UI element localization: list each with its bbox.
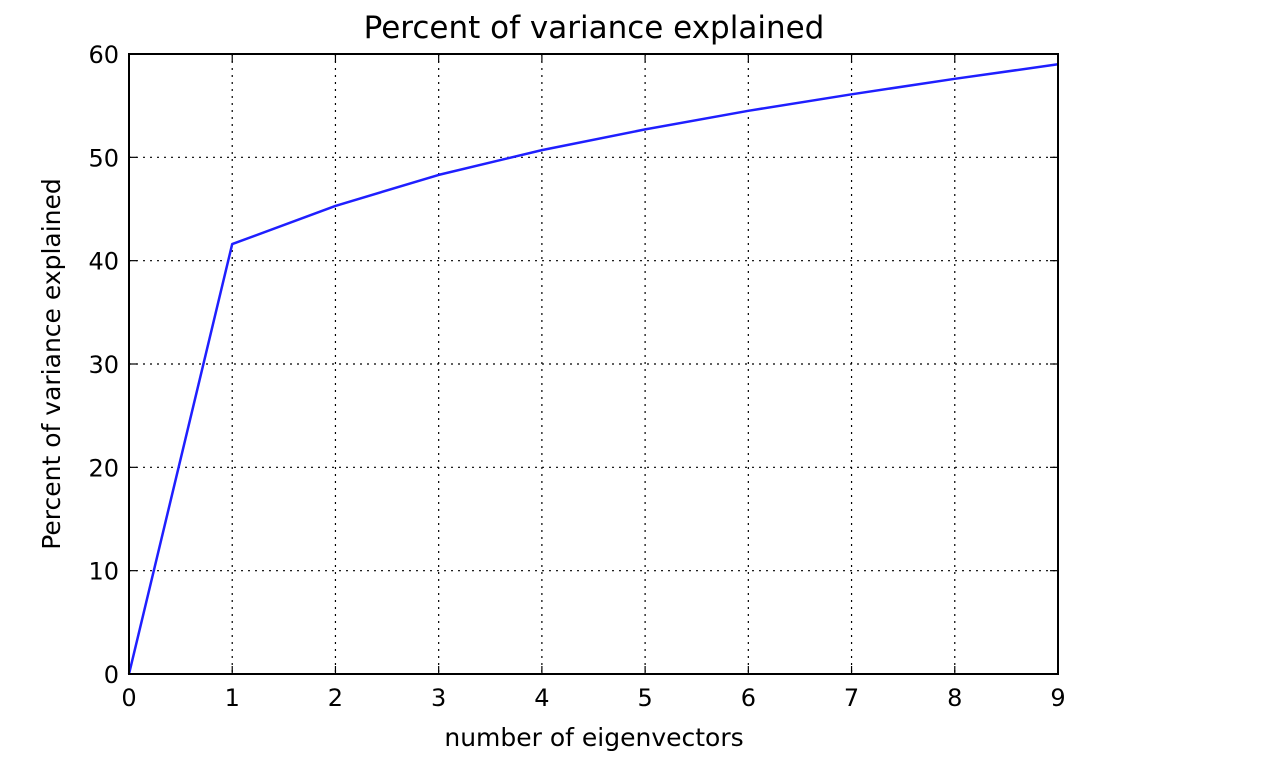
x-tick-label: 0 xyxy=(121,684,136,712)
x-tick-label: 3 xyxy=(431,684,446,712)
x-tick-label: 6 xyxy=(741,684,756,712)
y-tick-label: 0 xyxy=(104,661,119,689)
x-tick-label: 9 xyxy=(1050,684,1065,712)
x-tick-label: 8 xyxy=(947,684,962,712)
x-tick-label: 4 xyxy=(534,684,549,712)
series-group xyxy=(127,63,1059,675)
y-tick-label: 40 xyxy=(88,248,119,276)
grid xyxy=(128,53,1059,675)
tick-labels: 0 1 2 3 4 5 6 7 8 9 0 10 20 30 40 50 60 xyxy=(88,41,1065,712)
plot-frame xyxy=(128,53,1059,675)
y-axis-title: Percent of variance explained xyxy=(37,178,66,550)
y-tick-label: 20 xyxy=(88,454,119,482)
y-tick-label: 60 xyxy=(88,41,119,69)
series-line xyxy=(127,63,1059,675)
y-tick-label: 30 xyxy=(88,351,119,379)
x-tick-label: 2 xyxy=(328,684,343,712)
x-tick-label: 1 xyxy=(225,684,240,712)
axis-ticks xyxy=(128,53,1059,675)
y-tick-label: 10 xyxy=(88,558,119,586)
y-tick-label: 50 xyxy=(88,144,119,172)
x-axis-title: number of eigenvectors xyxy=(444,723,743,752)
chart-title: Percent of variance explained xyxy=(364,10,825,46)
x-tick-label: 5 xyxy=(637,684,652,712)
x-tick-label: 7 xyxy=(844,684,859,712)
